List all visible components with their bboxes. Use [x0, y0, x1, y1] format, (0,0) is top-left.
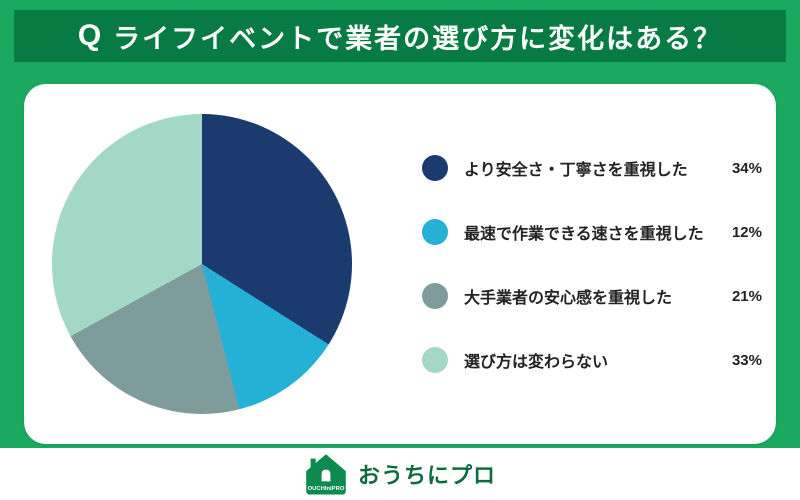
legend-label: より安全さ・丁寧さを重視した	[464, 162, 688, 179]
question-header: Q ライフイベントで業者の選び方に変化はある？	[14, 10, 786, 62]
legend-color-dot	[422, 219, 448, 245]
legend-percent: 12%	[731, 223, 762, 241]
legend-percent: 34%	[731, 159, 762, 177]
legend-percent: 21%	[731, 287, 762, 305]
legend-label: 大手業者の安心感を重視した	[464, 290, 673, 307]
legend-item: 最速で作業できる速さを重視した 12%	[422, 219, 762, 245]
legend-item: より安全さ・丁寧さを重視した 34%	[422, 155, 762, 181]
legend-color-dot	[422, 347, 448, 373]
question-prefix: Q	[77, 19, 102, 52]
legend-percent: 33%	[731, 351, 762, 369]
question-title: ライフイベントで業者の選び方に変化はある？	[113, 23, 723, 54]
legend-item: 大手業者の安心感を重視した 21%	[422, 283, 762, 309]
legend: より安全さ・丁寧さを重視した 34% 最速で作業できる速さを重視した 12% 大手業者の…	[352, 155, 776, 373]
legend-label: 最速で作業できる速さを重視した	[464, 226, 704, 243]
legend-item: 選び方は変わらない 33%	[422, 347, 762, 373]
pie-chart	[52, 114, 352, 414]
footer: OUCHIniPRO おうちにプロ	[0, 448, 800, 500]
logo-text: OUCHIniPRO	[308, 486, 345, 492]
legend-color-dot	[422, 283, 448, 309]
legend-label: 選び方は変わらない	[464, 354, 609, 371]
legend-color-dot	[422, 155, 448, 181]
brand-name: おうちにプロ	[357, 463, 496, 488]
survey-card: より安全さ・丁寧さを重視した 34% 最速で作業できる速さを重視した 12% 大手業者の…	[24, 84, 776, 444]
house-logo-icon: OUCHIniPRO	[306, 454, 346, 495]
